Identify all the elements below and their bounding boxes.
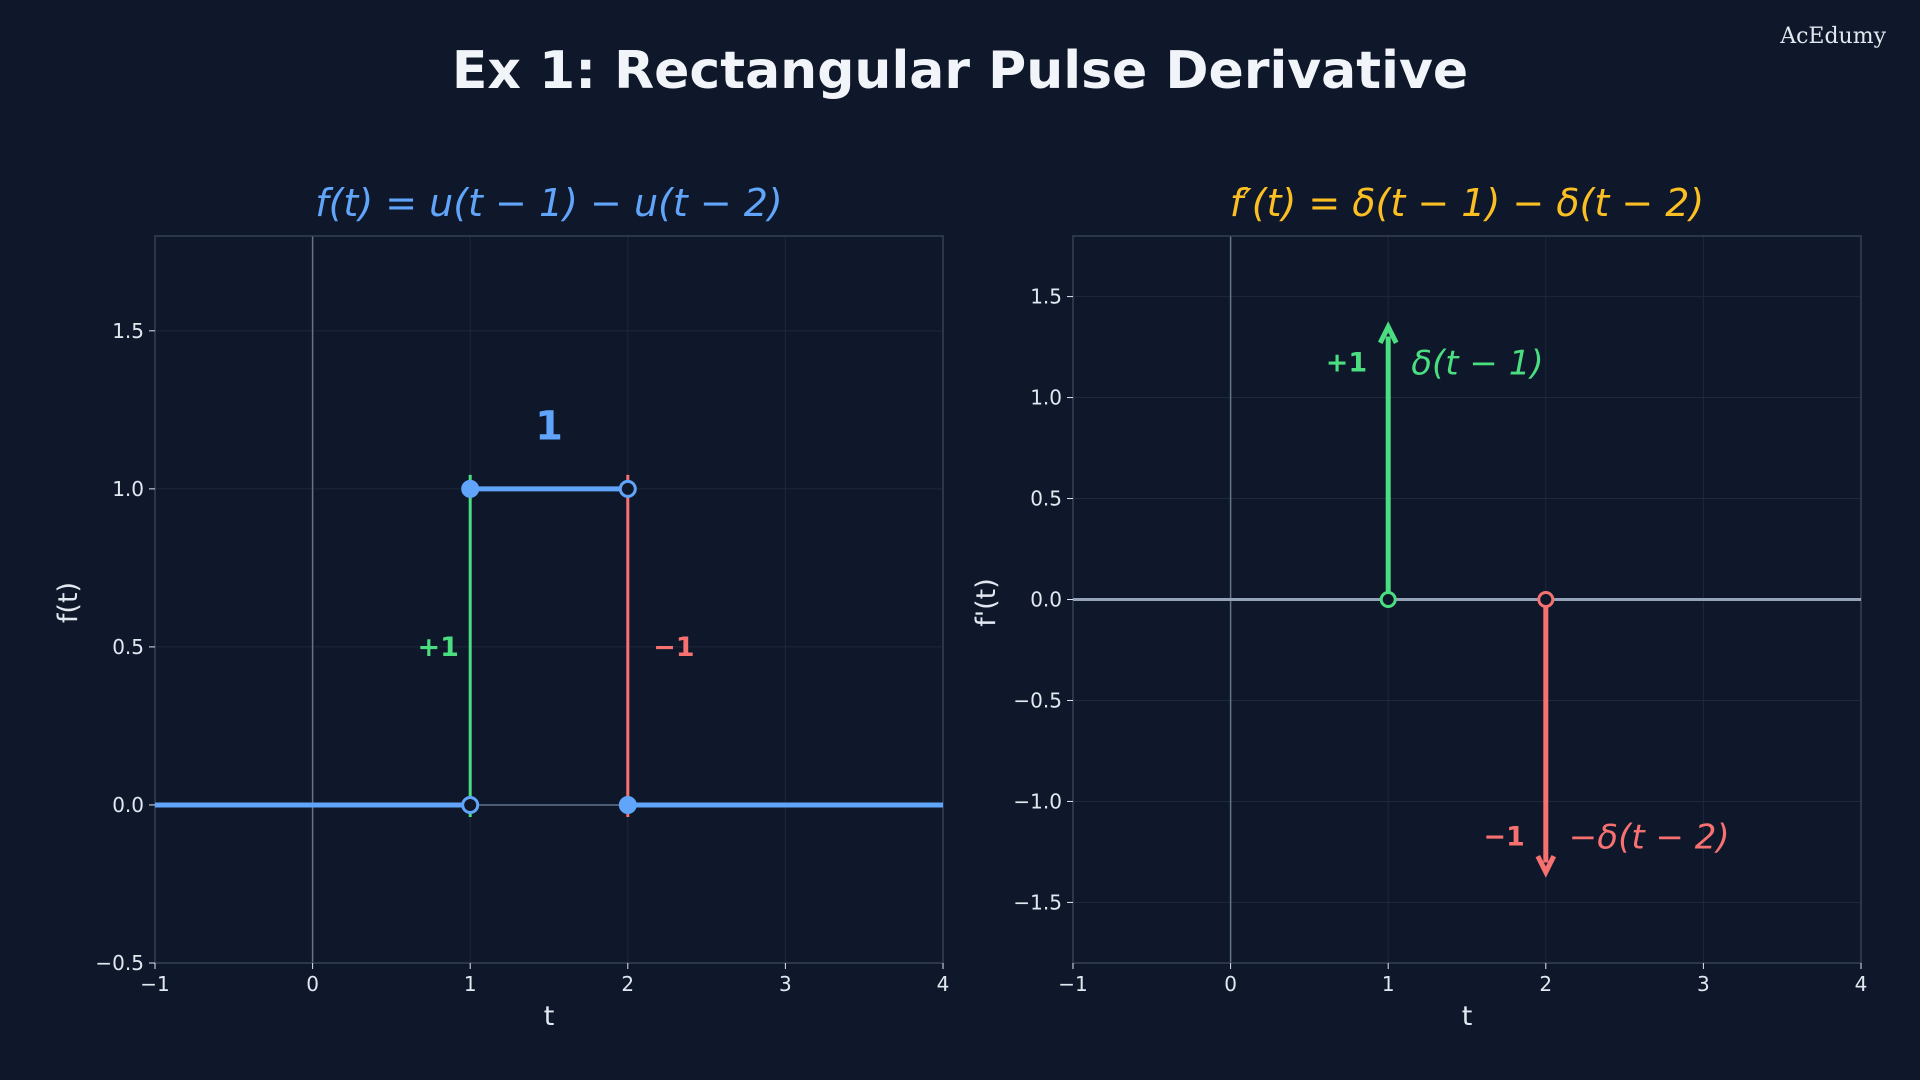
y-tick-label: 1.5 [112,319,144,343]
y-tick-label: 0.5 [112,635,144,659]
impulse-origin [1379,591,1397,608]
y-tick-label: 0.5 [1030,487,1062,511]
x-tick-label: 0 [1224,972,1237,996]
chart-title: f′(t) = δ(t − 1) − δ(t − 2) [1230,181,1705,225]
height-annotation: 1 [535,404,563,450]
y-tick-label: 1.0 [112,477,144,501]
y-tick-label: −0.5 [1013,688,1062,712]
impulse-weight-label: −1 [1483,822,1524,853]
impulse-name-label: −δ(t − 2) [1569,818,1730,858]
x-tick-label: 1 [464,972,477,996]
y-axis-label: f'(t) [971,578,1002,627]
x-tick-label: −1 [140,972,169,996]
y-tick-label: 0.0 [1030,588,1062,612]
x-tick-label: 2 [1539,972,1552,996]
chart-derivative: −1 0 1 2 3 4 −1.5 −1.0 −0.5 0.0 0.5 1.0 1.5 t f'(t) f′(… [971,181,1867,1032]
x-tick-label: 3 [779,972,792,996]
y-axis-label: f(t) [53,582,84,623]
impulse-name-label: δ(t − 1) [1411,343,1543,383]
impulse-origin [1537,591,1555,608]
x-tick-label: −1 [1058,972,1087,996]
open-endpoint [618,479,637,498]
x-tick-label: 3 [1697,972,1710,996]
x-axis-label: t [1462,1001,1473,1032]
x-axis-label: t [544,1001,555,1032]
jump-label: −1 [653,632,694,663]
closed-endpoint [461,479,480,498]
x-tick-label: 1 [1382,972,1395,996]
y-tick-label: 1.0 [1030,386,1062,410]
impulse-weight-label: +1 [1326,347,1367,378]
impulse-arrowhead [1535,855,1557,878]
plot-frame [154,235,944,964]
closed-endpoint [618,795,637,814]
open-endpoint [461,795,480,814]
x-tick-label: 4 [937,972,950,996]
y-tick-label: 1.5 [1030,285,1062,309]
watermark-logo: AcEdumy [1780,24,1886,49]
y-tick-label: −1.5 [1013,890,1062,914]
y-tick-label: 0.0 [112,793,144,817]
x-tick-label: 4 [1855,972,1868,996]
x-tick-label: 0 [306,972,319,996]
chart-title: f(t) = u(t − 1) − u(t − 2) [315,181,783,225]
chart-pulse: −1 0 1 2 3 4 −0.5 0.0 0.5 1.0 1.5 t f(t) f(t) = u(t −… [53,181,949,1032]
y-tick-label: −0.5 [95,951,144,975]
plot-area [155,236,943,963]
impulse-arrowhead [1377,321,1399,344]
x-tick-label: 2 [621,972,634,996]
page-title: Ex 1: Rectangular Pulse Derivative [451,41,1469,101]
jump-label: +1 [417,632,458,663]
y-tick-label: −1.0 [1013,789,1062,813]
